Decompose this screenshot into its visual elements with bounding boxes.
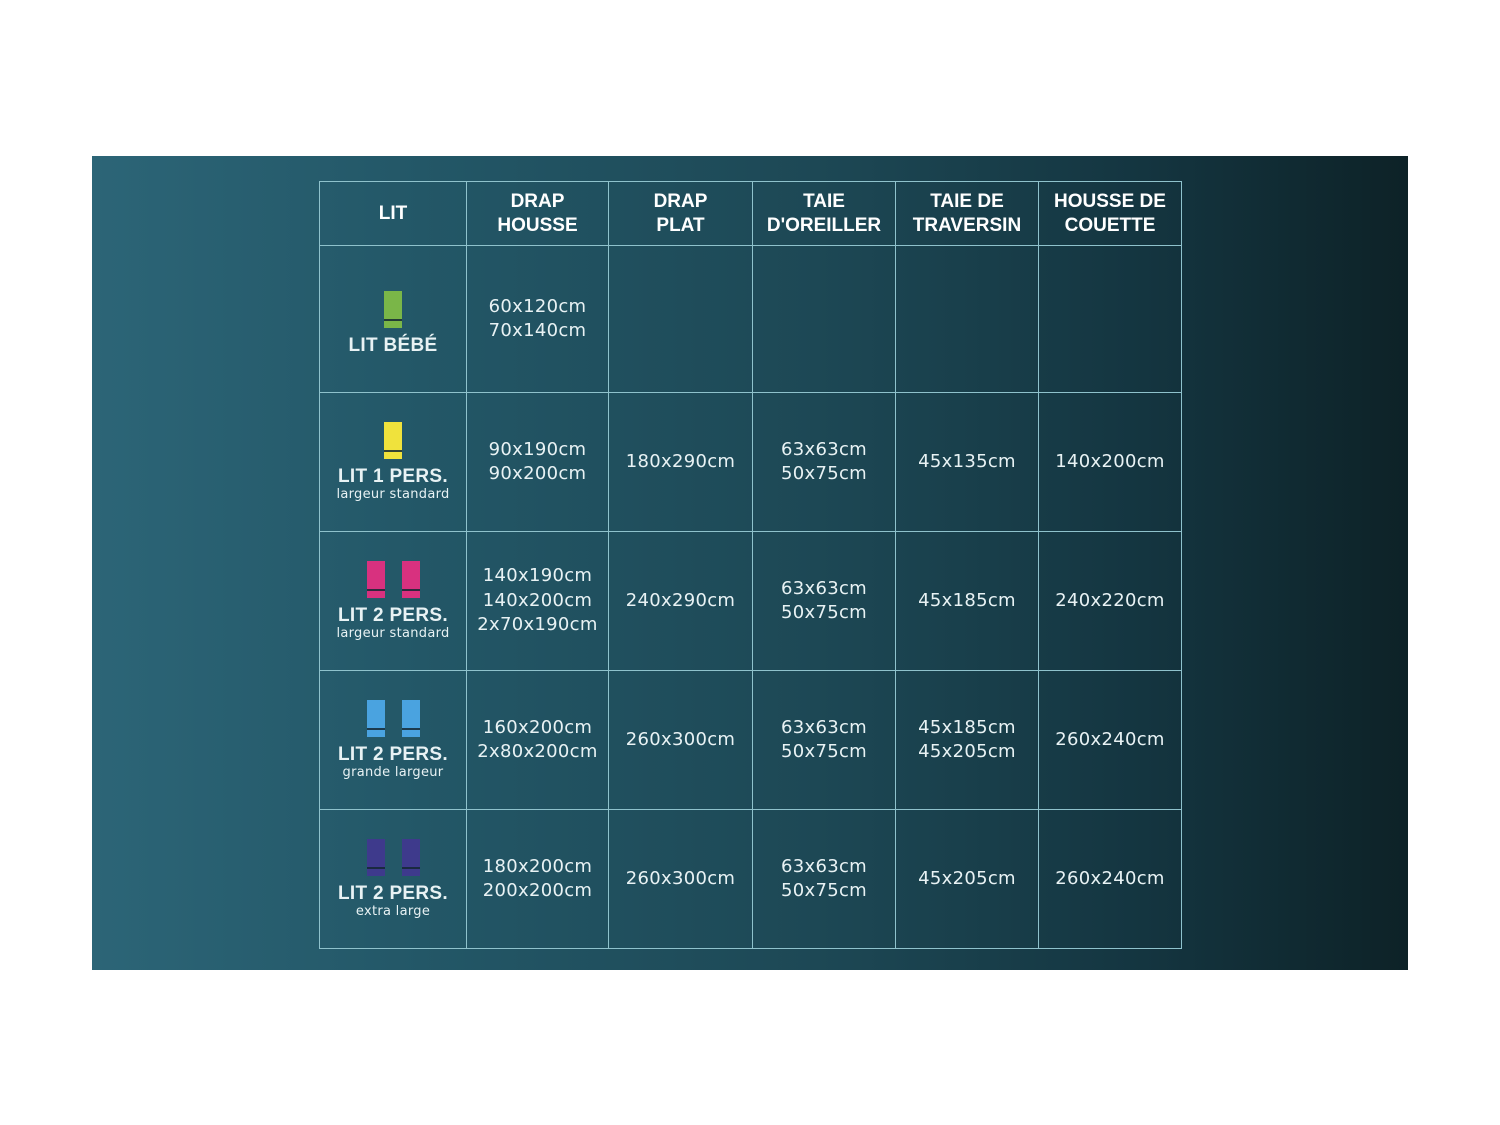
size-cell (1038, 245, 1182, 393)
size-value: 90x190cm (488, 438, 587, 460)
size-value: 63x63cm (781, 716, 867, 738)
table-row: LIT 2 PERS. extra large 180x200cm 200x200cm… (319, 809, 1182, 949)
size-cell: 140x190cm 140x200cm 2x70x190cm (466, 531, 609, 671)
bed-name: LIT 2 PERS. (338, 604, 448, 626)
size-cell: 45x205cm (895, 809, 1039, 949)
bed-icon (384, 290, 402, 328)
size-cell: 260x300cm (608, 809, 753, 949)
header-row: LIT DRAP HOUSSE DRAP PLAT TAIE D'OREILLER TAIE … (319, 181, 1182, 246)
size-value: 140x190cm (482, 565, 593, 587)
bed-icon (384, 421, 402, 459)
column-header: DRAP PLAT (608, 181, 753, 246)
table-row: LIT 2 PERS. grande largeur 160x200cm 2x80x2… (319, 670, 1182, 810)
size-value: 140x200cm (482, 589, 593, 611)
bed-subtitle: largeur standard (336, 625, 450, 641)
size-value: 2x70x190cm (477, 614, 598, 636)
bed-subtitle: extra large (355, 903, 431, 919)
size-cell: 90x190cm 90x200cm (466, 392, 609, 532)
size-cell (608, 245, 753, 393)
size-value: 70x140cm (488, 320, 587, 341)
column-header: DRAP HOUSSE (466, 181, 609, 246)
bed-type-cell: LIT 1 PERS. largeur standard (319, 392, 467, 532)
size-value: 50x75cm (781, 602, 867, 623)
size-value: 260x240cm (1055, 728, 1165, 750)
size-value: 45x205cm (918, 741, 1016, 762)
bed-linen-size-table: LIT DRAP HOUSSE DRAP PLAT TAIE D'OREILLER TAIE … (319, 181, 1182, 949)
size-cell (895, 245, 1039, 393)
size-value: 63x63cm (781, 577, 867, 599)
size-value: 63x63cm (781, 855, 867, 877)
bed-icon (401, 560, 420, 598)
column-header: TAIE DE TRAVERSIN (895, 181, 1039, 246)
size-value: 45x185cm (918, 716, 1016, 738)
bed-icon (320, 838, 466, 876)
size-chart-banner: LIT DRAP HOUSSE DRAP PLAT TAIE D'OREILLER TAIE … (92, 156, 1408, 970)
size-cell: 63x63cm 50x75cm (752, 670, 896, 810)
bed-name: LIT 1 PERS. (338, 465, 448, 487)
table-row: LIT 2 PERS. largeur standard 140x190cm 140x… (319, 531, 1182, 671)
size-cell: 45x135cm (895, 392, 1039, 532)
bed-type-cell: LIT 2 PERS. extra large (319, 809, 467, 949)
bed-icon (320, 290, 466, 328)
size-value: 63x63cm (781, 438, 867, 460)
size-value: 50x75cm (781, 741, 867, 762)
table-row: LIT BÉBÉ 60x120cm 70x140cm (319, 245, 1182, 393)
size-value: 45x185cm (918, 589, 1016, 611)
size-cell: 45x185cm (895, 531, 1039, 671)
size-cell: 260x300cm (608, 670, 753, 810)
size-value: 50x75cm (781, 880, 867, 901)
size-value: 240x220cm (1055, 589, 1165, 611)
size-value: 260x240cm (1055, 867, 1165, 889)
bed-icon (401, 699, 420, 737)
size-value: 140x200cm (1055, 450, 1165, 472)
column-header: LIT (319, 181, 467, 246)
bed-icon (366, 838, 385, 876)
bed-name: LIT BÉBÉ (348, 334, 438, 356)
size-cell: 60x120cm 70x140cm (466, 245, 609, 393)
bed-icon (366, 699, 385, 737)
size-cell: 45x185cm 45x205cm (895, 670, 1039, 810)
size-value: 90x200cm (488, 463, 587, 484)
size-cell: 180x290cm (608, 392, 753, 532)
column-header: HOUSSE DE COUETTE (1038, 181, 1182, 246)
size-cell: 240x290cm (608, 531, 753, 671)
size-value: 260x300cm (625, 867, 736, 889)
size-value: 200x200cm (482, 880, 593, 901)
size-cell: 63x63cm 50x75cm (752, 809, 896, 949)
bed-icon (401, 838, 420, 876)
size-value: 260x300cm (625, 728, 736, 750)
bed-icon (320, 699, 466, 737)
size-value: 180x290cm (625, 450, 736, 472)
bed-icon (320, 421, 466, 459)
size-cell: 63x63cm 50x75cm (752, 531, 896, 671)
bed-type-cell: LIT BÉBÉ (319, 245, 467, 393)
size-cell: 260x240cm (1038, 670, 1182, 810)
size-value: 2x80x200cm (477, 741, 598, 762)
size-cell: 160x200cm 2x80x200cm (466, 670, 609, 810)
bed-type-cell: LIT 2 PERS. largeur standard (319, 531, 467, 671)
column-header: TAIE D'OREILLER (752, 181, 896, 246)
table-row: LIT 1 PERS. largeur standard 90x190cm 90x20… (319, 392, 1182, 532)
size-value: 60x120cm (488, 295, 587, 317)
size-value: 50x75cm (781, 463, 867, 484)
bed-type-cell: LIT 2 PERS. grande largeur (319, 670, 467, 810)
bed-icon (366, 560, 385, 598)
size-cell: 180x200cm 200x200cm (466, 809, 609, 949)
size-cell: 63x63cm 50x75cm (752, 392, 896, 532)
size-cell: 140x200cm (1038, 392, 1182, 532)
size-value: 45x135cm (918, 450, 1016, 472)
size-value: 45x205cm (918, 867, 1016, 889)
bed-subtitle: largeur standard (336, 486, 450, 502)
size-value: 180x200cm (482, 855, 593, 877)
size-cell (752, 245, 896, 393)
size-cell: 260x240cm (1038, 809, 1182, 949)
size-value: 240x290cm (625, 589, 736, 611)
bed-subtitle: grande largeur (342, 764, 444, 780)
bed-name: LIT 2 PERS. (338, 743, 448, 765)
size-cell: 240x220cm (1038, 531, 1182, 671)
bed-icon (320, 560, 466, 598)
bed-name: LIT 2 PERS. (338, 882, 448, 904)
size-value: 160x200cm (482, 716, 593, 738)
